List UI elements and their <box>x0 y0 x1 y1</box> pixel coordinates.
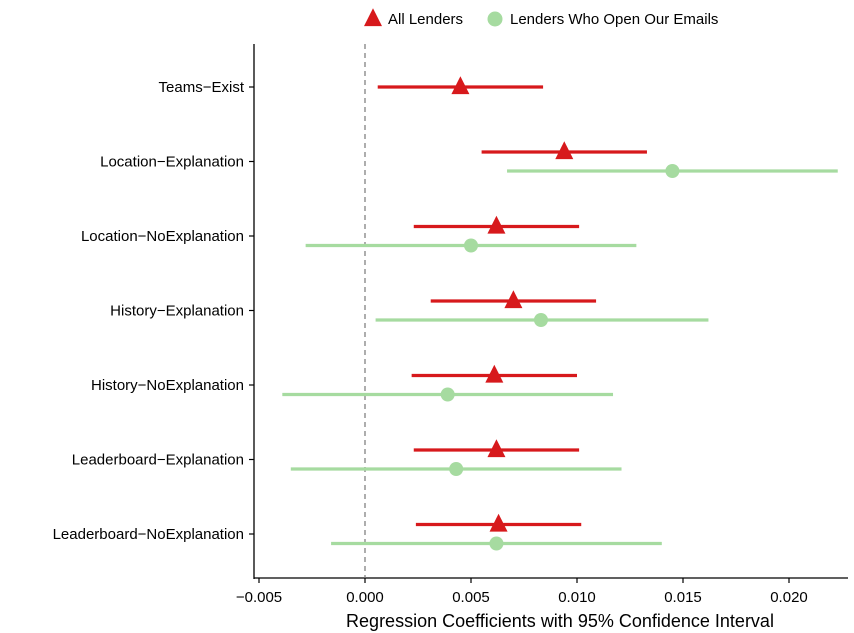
y-category-label: Leaderboard−Explanation <box>72 452 244 469</box>
x-tick-label: 0.015 <box>664 589 702 606</box>
y-category-label: Location−Explanation <box>100 154 244 171</box>
legend-label: Lenders Who Open Our Emails <box>510 11 718 28</box>
estimate-point <box>533 313 548 327</box>
estimate-point <box>451 76 470 95</box>
estimate-point <box>665 164 680 178</box>
estimate-point <box>489 536 504 551</box>
estimate-point <box>464 238 478 253</box>
estimate-point <box>440 387 455 402</box>
legend-label: All Lenders <box>388 11 463 28</box>
x-tick-label: 0.005 <box>452 589 490 606</box>
y-category-label: Teams−Exist <box>159 79 245 96</box>
estimate-point <box>485 364 504 383</box>
axes: −0.005 0.000 0.005 0.010 0.015 0.020 Teams−Exi… <box>53 44 848 606</box>
legend-marker <box>487 11 503 27</box>
x-tick-label: 0.010 <box>558 589 596 606</box>
x-axis-title: Regression Coefficients with 95% Confide… <box>346 611 774 631</box>
estimate-point <box>555 141 574 160</box>
estimate-point <box>489 513 508 532</box>
y-category-label: Leaderboard−NoExplanation <box>53 526 244 543</box>
x-tick-label: −0.005 <box>236 589 282 606</box>
estimate-point <box>487 215 506 234</box>
y-category-label: Location−NoExplanation <box>81 228 244 245</box>
x-tick-label: 0.020 <box>770 589 808 606</box>
estimate-point <box>504 290 523 309</box>
chart-marks <box>282 76 838 551</box>
y-category-label: History−NoExplanation <box>91 377 244 394</box>
legend-marker <box>364 8 382 27</box>
y-category-label: History−Explanation <box>110 303 244 320</box>
x-tick-label: 0.000 <box>346 589 384 606</box>
estimate-point <box>487 439 506 458</box>
estimate-point <box>449 462 464 476</box>
legend: All Lenders Lenders Who Open Our Emails <box>364 8 718 28</box>
